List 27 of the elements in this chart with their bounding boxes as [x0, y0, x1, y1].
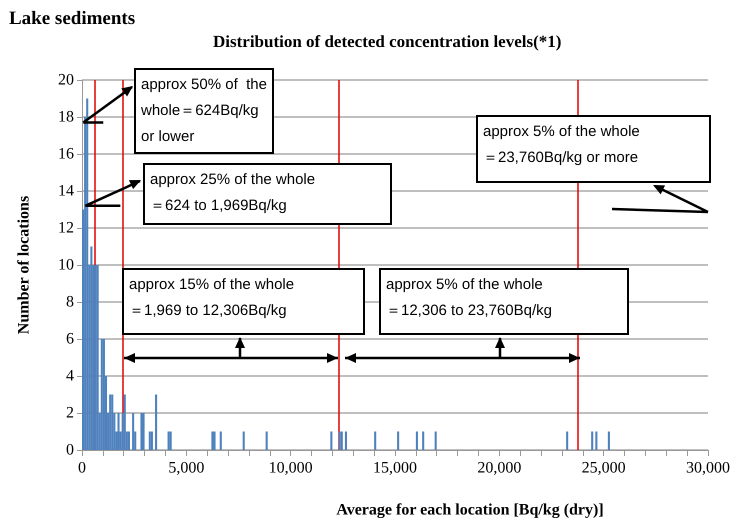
y-tick-label: 10: [58, 256, 74, 274]
y-tick-label: 4: [66, 368, 74, 384]
y-tick-label: 0: [66, 442, 74, 458]
x-tick-label: 25,000: [582, 460, 626, 476]
x-tick-label: 10,000: [268, 460, 313, 476]
x-axis-title: Average for each location [Bq/kg (dry)]: [336, 502, 604, 518]
y-tick-label: 2: [66, 404, 74, 422]
x-tick-label: 0: [78, 460, 86, 476]
chart-title: Lake sediments: [9, 8, 136, 29]
x-tick-label: 15,000: [373, 460, 417, 476]
y-axis-title: Number of locations: [16, 196, 32, 334]
y-tick-label: 20: [58, 72, 74, 88]
x-tick-label: 30,000: [686, 460, 730, 476]
y-tick-label: 12: [58, 220, 74, 236]
y-tick-label: 18: [58, 108, 74, 126]
text-box: approx 5% of the whole ＝12,306 to 23,760Bq/kg: [379, 268, 629, 335]
chart-subtitle: Distribution of detected concentration levels(*1): [213, 32, 562, 51]
y-tick-label: 16: [58, 146, 74, 162]
text-box: approx 15% of the whole ＝1,969 to 12,306Bq/kg: [122, 268, 365, 335]
text-box: approx 5% of the whole ＝23,760Bq/kg or more: [476, 115, 711, 183]
text-box: approx 50% of the whole＝624Bq/kg or lower: [134, 68, 274, 154]
x-tick-label: 5,000: [168, 460, 204, 476]
y-tick-label: 6: [66, 330, 74, 348]
y-tick-label: 14: [58, 182, 74, 200]
text-box: approx 25% of the whole ＝624 to 1,969Bq/kg: [143, 163, 392, 225]
y-tick-label: 8: [66, 294, 74, 310]
x-tick-label: 20,000: [477, 460, 522, 476]
